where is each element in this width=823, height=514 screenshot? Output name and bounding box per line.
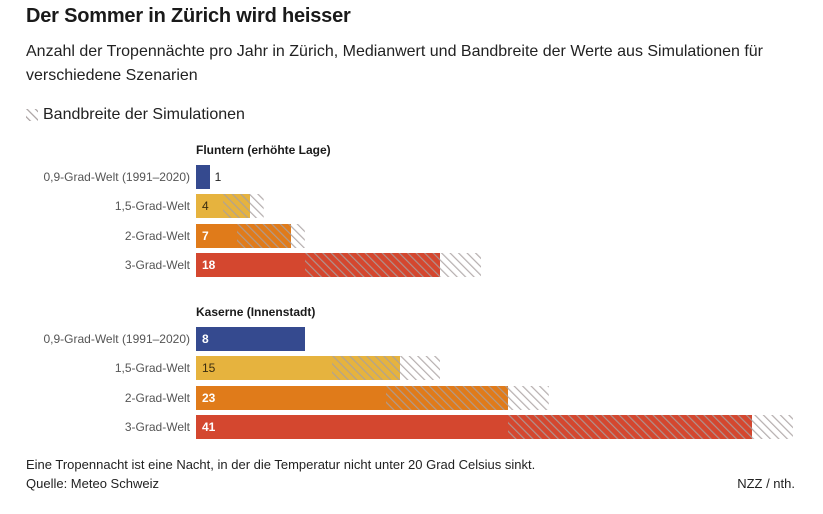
value-label: 8 <box>202 332 209 346</box>
hatch-legend-icon <box>26 109 38 121</box>
row-label: 0,9-Grad-Welt (1991–2020) <box>43 332 190 346</box>
bar-row: 8 <box>196 327 793 351</box>
bar-row: 7 <box>196 223 793 248</box>
value-label: 7 <box>202 228 209 243</box>
value-label: 15 <box>202 361 216 376</box>
chart-subtitle: Anzahl der Tropennächte pro Jahr in Züri… <box>26 43 763 84</box>
group-title: Fluntern (erhöhte Lage) <box>196 143 331 157</box>
range-hatch <box>508 414 793 439</box>
bar-row: 18 <box>196 252 793 277</box>
bar-row: 41 <box>196 414 793 439</box>
row-label: 3-Grad-Welt <box>124 257 190 272</box>
range-hatch <box>236 223 305 248</box>
credit: NZZ / nth. <box>737 476 795 491</box>
row-label: 0,9-Grad-Welt (1991–2020) <box>43 170 190 184</box>
bar-row: 1 <box>196 165 793 189</box>
bar-row: 4 <box>196 194 793 219</box>
value-label: 23 <box>202 390 216 405</box>
value-label: 18 <box>202 257 216 272</box>
row-label: 1,5-Grad-Welt <box>114 361 190 376</box>
value-label: 41 <box>202 419 216 434</box>
value-label: 1 <box>214 170 222 184</box>
value-label: 4 <box>202 199 209 214</box>
row-label: 2-Grad-Welt <box>124 228 190 243</box>
row-label: 1,5-Grad-Welt <box>114 199 190 214</box>
row-label: 2-Grad-Welt <box>124 390 190 405</box>
range-hatch <box>304 252 481 277</box>
footnote: Eine Tropennacht ist eine Nacht, in der … <box>26 457 536 472</box>
bar-row: 23 <box>196 385 793 410</box>
legend-label: Bandbreite der Simulationen <box>43 106 245 123</box>
source-note: Quelle: Meteo Schweiz <box>26 476 159 491</box>
chart-title: Der Sommer in Zürich wird heisser <box>26 5 351 27</box>
median-bar <box>196 165 210 189</box>
group-title: Kaserne (Innenstadt) <box>196 305 316 319</box>
range-hatch <box>331 356 441 381</box>
range-hatch <box>385 385 549 410</box>
bar-row: 15 <box>196 356 793 381</box>
range-hatch <box>223 194 264 219</box>
median-bar <box>196 327 305 351</box>
legend: Bandbreite der Simulationen <box>26 106 245 124</box>
row-label: 3-Grad-Welt <box>124 419 190 434</box>
